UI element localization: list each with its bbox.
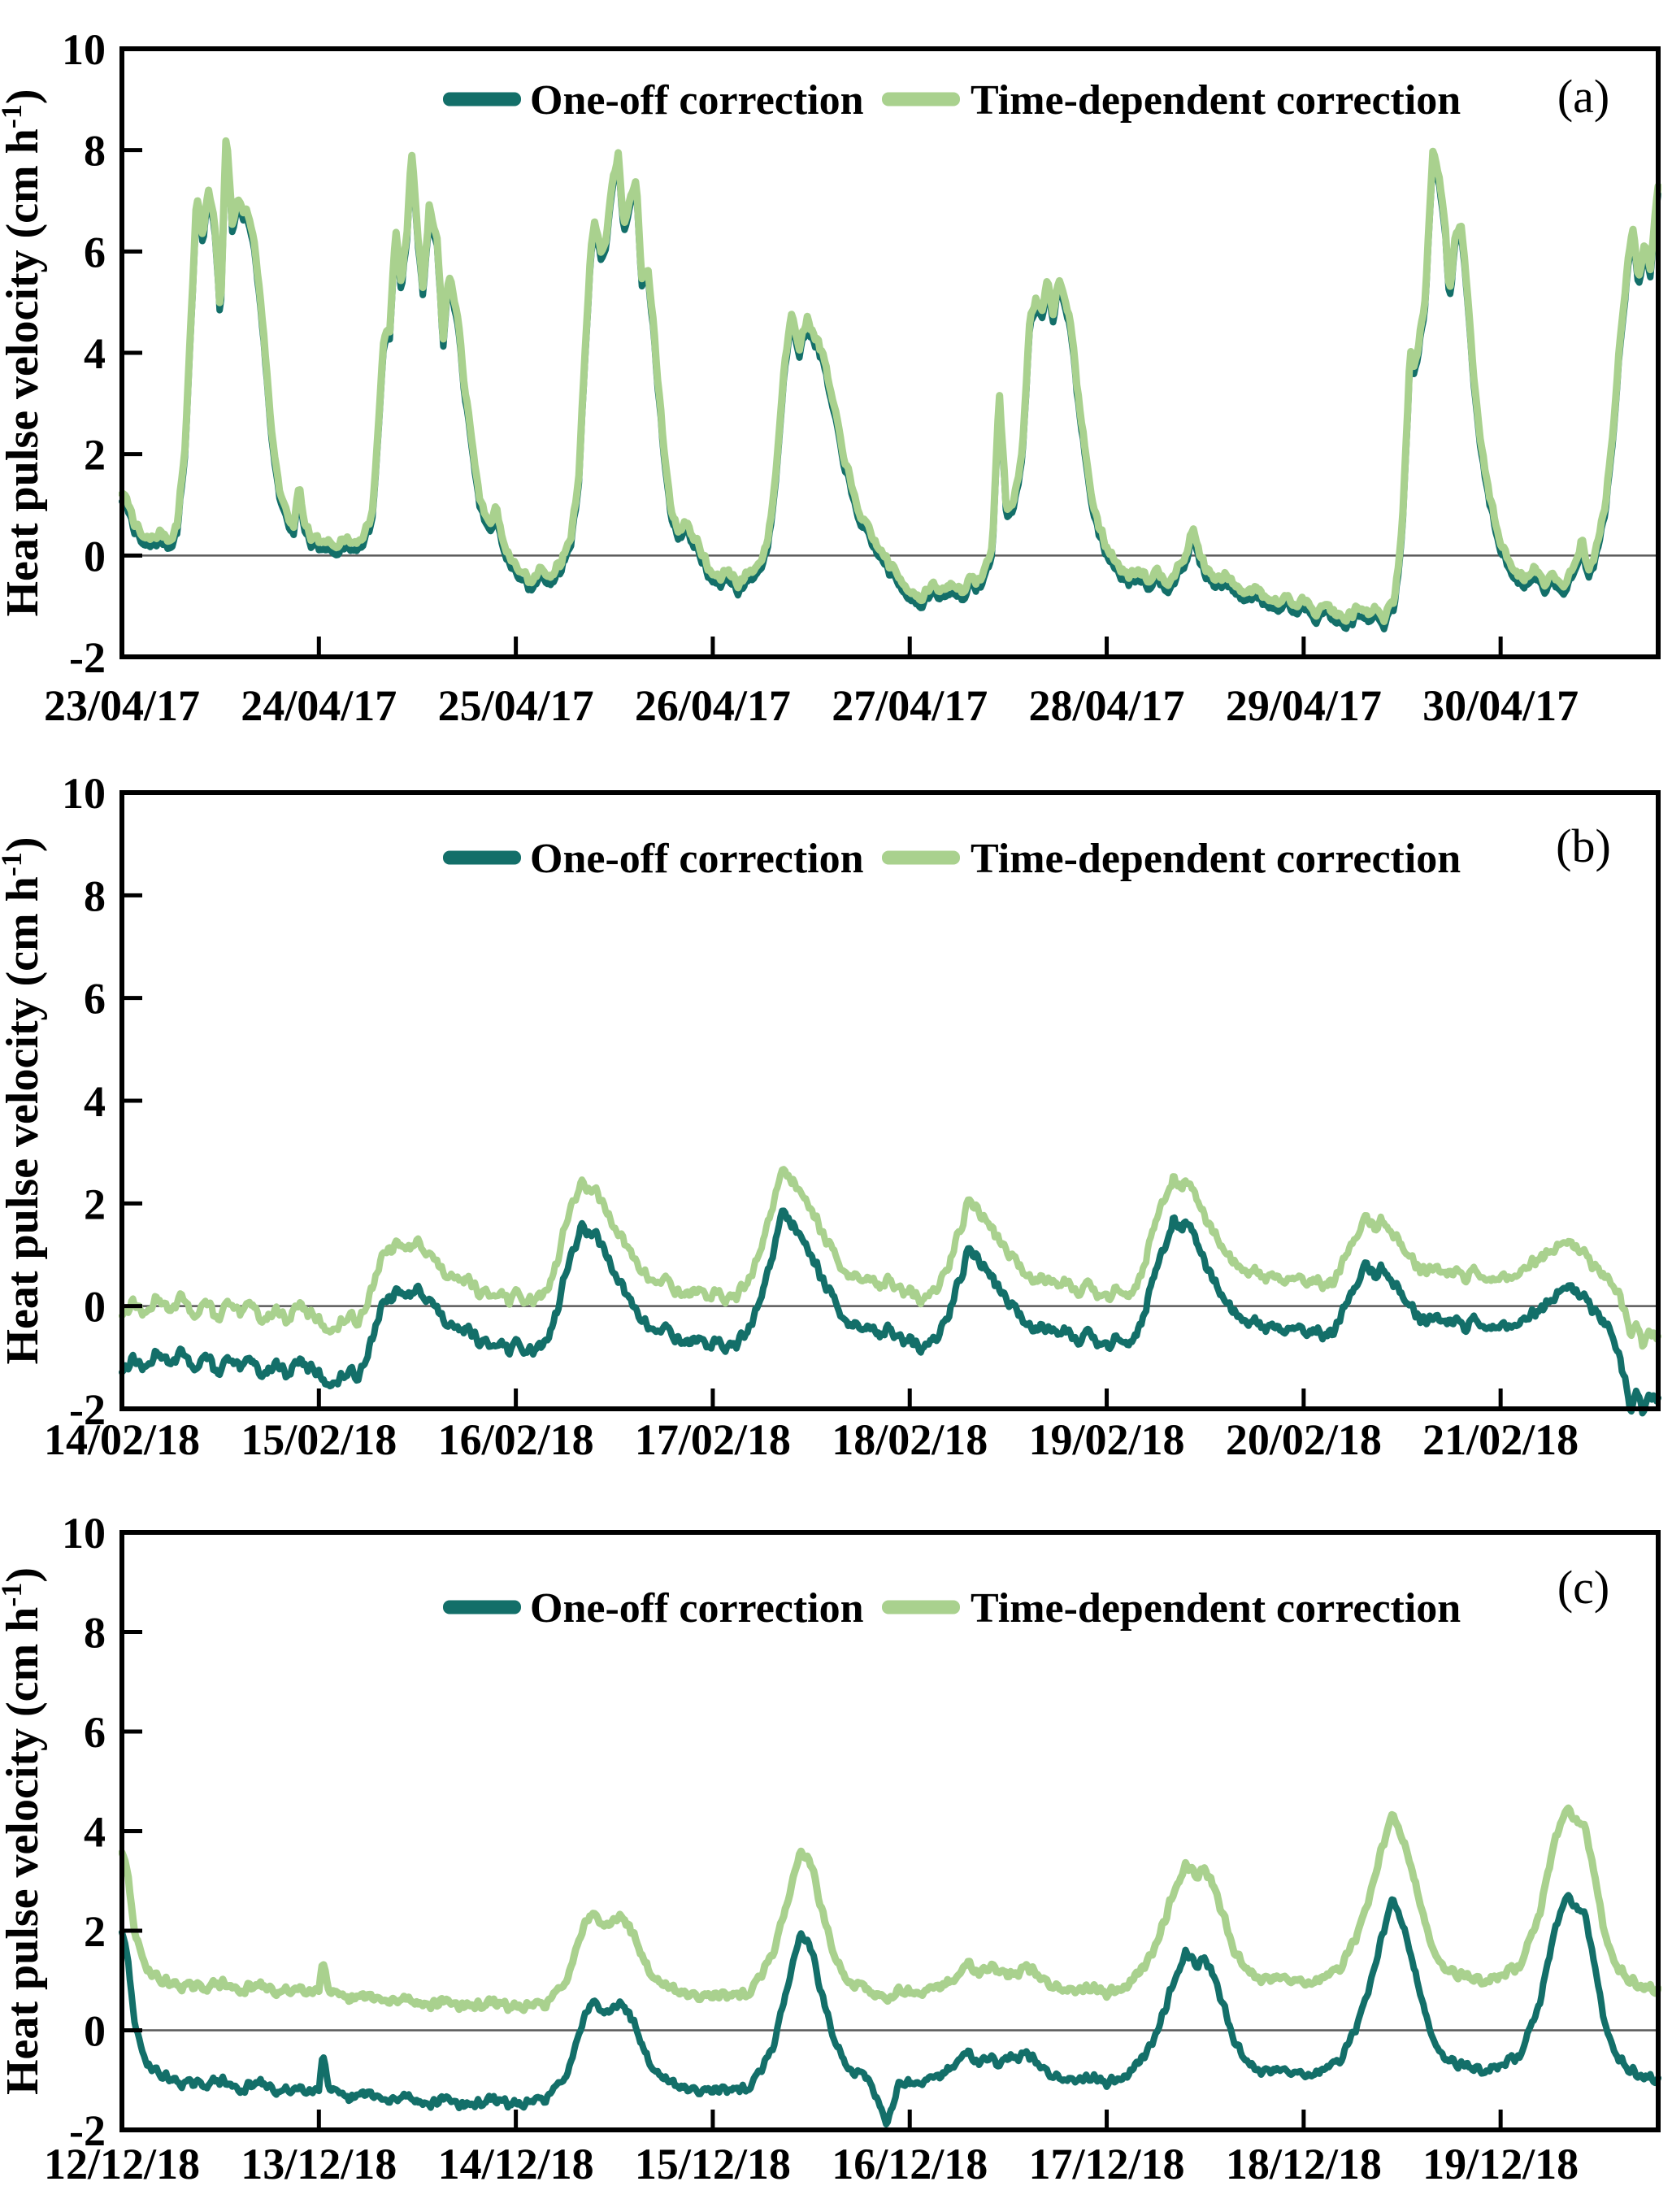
panel-b-y-axis-title: Heat pulse velocity (cm h-1) [0,837,48,1365]
x-tick-label: 16/12/18 [832,2140,988,2188]
panel-b-label: (b) [1556,819,1611,872]
y-tick-label: -2 [69,2106,106,2155]
legend-label-time-dependent: Time-dependent correction [971,77,1461,124]
panel-a-y-axis: -2 0 2 4 6 8 10 [62,25,142,682]
y-tick-label: 2 [84,1180,106,1228]
x-tick-label: 27/04/17 [832,681,988,730]
x-tick-label: 12/12/18 [44,2140,200,2188]
y-tick-label: 4 [84,1077,106,1126]
y-tick-label: 8 [84,1609,106,1658]
panel-a-x-axis: 23/04/17 24/04/17 25/04/17 26/04/17 27/04/17… [44,637,1579,730]
panel-b-chart: -2 0 2 4 6 8 10 14/02/18 15/02/18 16/02/18 17/02/1… [0,769,1661,1464]
panel-a-label: (a) [1557,70,1609,123]
x-tick-label: 14/12/18 [438,2140,594,2188]
x-tick-label: 17/12/18 [1029,2140,1185,2188]
panel-c-legend: One-off correction Time-dependent correct… [443,1585,1461,1632]
x-tick-label: 19/12/18 [1422,2140,1579,2188]
legend-swatch-one-off [443,92,521,106]
panel-c-y-axis-title: Heat pulse velocity (cm h-1) [0,1567,48,2095]
legend-swatch-one-off [443,1600,521,1614]
legend-swatch-time-dependent [882,92,960,106]
y-tick-label: 8 [84,871,106,920]
panel-b-y-axis: -2 0 2 4 6 8 10 [62,769,142,1434]
legend-label-time-dependent: Time-dependent correction [971,1585,1461,1632]
panel-c-plot-frame [119,1530,1661,2132]
panel-b-series-area [119,1166,1661,1417]
x-tick-label: 25/04/17 [438,681,594,730]
panel-a-y-axis-title: Heat pulse velocity (cm h-1) [0,89,48,617]
panel-c-label: (c) [1557,1561,1609,1614]
x-tick-label: 15/02/18 [241,1415,397,1464]
y-tick-label: 0 [84,1283,106,1332]
x-tick-label: 19/02/18 [1029,1415,1185,1464]
x-tick-label: 30/04/17 [1422,681,1579,730]
x-tick-label: 29/04/17 [1226,681,1382,730]
y-tick-label: 4 [84,329,106,378]
x-tick-label: 15/12/18 [635,2140,791,2188]
x-tick-label: 14/02/18 [44,1415,200,1464]
x-tick-label: 23/04/17 [44,681,200,730]
panel-b-series-one-off-line [119,1207,1661,1417]
x-tick-label: 20/02/18 [1226,1415,1382,1464]
legend-label-one-off: One-off correction [530,1585,864,1632]
panel-a-plot-frame [119,46,1661,659]
panel-b-plot-frame [119,790,1661,1411]
legend-swatch-one-off [443,850,521,865]
legend-label-one-off: One-off correction [530,77,864,124]
panel-c-series-one-off-line [119,1892,1661,2127]
y-tick-label: -2 [69,1385,106,1434]
panel-b-legend: One-off correction Time-dependent correct… [443,836,1461,882]
y-tick-label: 0 [84,532,106,580]
legend-swatch-time-dependent [882,850,960,865]
panel-a-series-area [119,137,1661,632]
x-tick-label: 18/02/18 [832,1415,988,1464]
panel-c-series-time-dependent-line [119,1804,1661,2014]
x-tick-label: 16/02/18 [438,1415,594,1464]
y-tick-label: 6 [84,228,106,276]
panel-a-series-time-dependent-line [119,137,1661,625]
y-tick-label: 10 [62,1509,106,1558]
x-tick-label: 24/04/17 [241,681,397,730]
y-tick-label: 2 [84,1907,106,1956]
panel-c-y-axis: -2 0 2 4 6 8 10 [62,1509,142,2155]
y-tick-label: 8 [84,127,106,176]
x-tick-label: 13/12/18 [241,2140,397,2188]
panel-b-series-time-dependent-line [119,1166,1661,1350]
legend-label-one-off: One-off correction [530,836,864,882]
y-tick-label: -2 [69,633,106,682]
y-tick-label: 6 [84,1708,106,1757]
panel-c-x-axis: 12/12/18 13/12/18 14/12/18 15/12/18 16/12/18… [44,2110,1579,2188]
x-tick-label: 18/12/18 [1226,2140,1382,2188]
y-tick-label: 0 [84,2007,106,2056]
y-tick-label: 2 [84,431,106,480]
x-tick-label: 21/02/18 [1422,1415,1579,1464]
x-tick-label: 28/04/17 [1029,681,1185,730]
legend-swatch-time-dependent [882,1600,960,1614]
panel-c-series-area [119,1804,1661,2127]
panel-a-chart: -2 0 2 4 6 8 10 23/04/17 24/04/17 25/04/17 26/04/1… [0,25,1661,730]
y-tick-label: 10 [62,769,106,818]
x-tick-label: 17/02/18 [635,1415,791,1464]
y-tick-label: 6 [84,975,106,1023]
panel-c-chart: -2 0 2 4 6 8 10 12/12/18 13/12/18 14/12/18 15/12/1… [0,1509,1661,2188]
y-tick-label: 4 [84,1808,106,1857]
panel-a-legend: One-off correction Time-dependent correct… [443,77,1461,124]
x-tick-label: 26/04/17 [635,681,791,730]
legend-label-time-dependent: Time-dependent correction [971,836,1461,882]
panel-b-x-axis: 14/02/18 15/02/18 16/02/18 17/02/18 18/02/18… [44,1388,1579,1464]
y-tick-label: 10 [62,25,106,74]
